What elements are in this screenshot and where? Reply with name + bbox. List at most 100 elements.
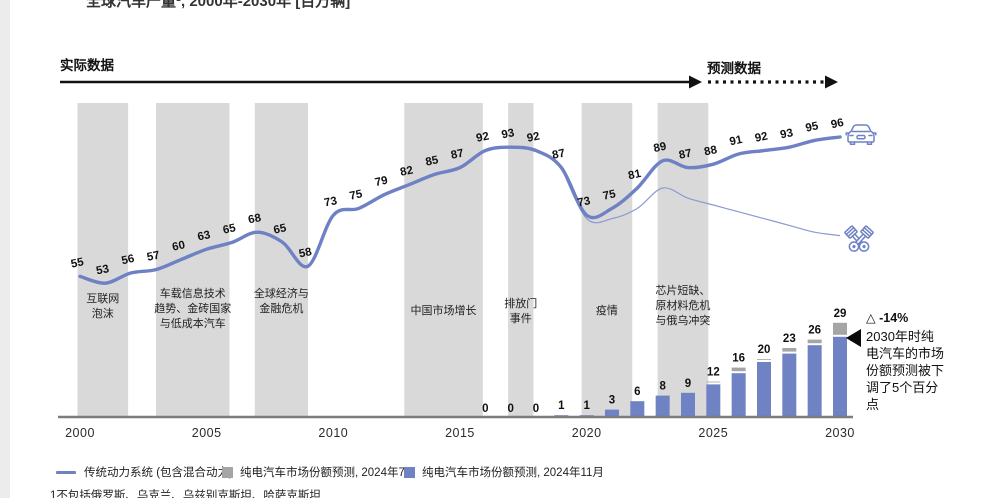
bar-value-label: 9 [685,378,691,390]
line-value-label: 88 [703,144,719,159]
traditional-powertrain-line [560,167,841,237]
bev-bar-july-cap [807,339,822,344]
line-value-label: 55 [70,256,86,271]
line-value-label: 68 [247,212,263,227]
bev-bar [832,336,847,418]
bev-bar [655,395,670,418]
legend-item-november-forecast: 纯电汽车市场份额预测, 2024年11月 [404,464,604,480]
bar-value-label: 3 [609,395,615,407]
legend-item-july-forecast: 纯电汽车市场份额预测, 2024年7月 [222,464,416,480]
x-tick-label: 2015 [445,426,475,440]
line-value-label: 53 [95,263,110,277]
x-tick-label: 2020 [572,426,602,440]
event-annotation: 全球经济与金融危机 [254,286,309,315]
bev-bar [782,353,797,418]
bar-value-label: 20 [758,344,771,356]
line-value-label: 65 [273,222,289,237]
line-value-label: 63 [197,229,212,243]
line-value-label: 73 [323,195,338,209]
line-value-label: 75 [349,188,365,203]
line-value-label: 87 [450,147,465,161]
bev-bar-july-cap [756,359,771,360]
actual-data-arrow [60,75,702,89]
line-value-label: 92 [526,130,541,144]
x-tick-label: 2030 [825,426,855,440]
line-value-label: 93 [779,127,794,141]
pistons-icon [844,225,874,252]
bar-value-label: 1 [558,400,565,412]
legend-item-traditional: 传统动力系统 (包含混合动力) [56,464,233,480]
bar-value-label: 12 [707,367,720,379]
x-tick-label: 2005 [192,426,222,440]
legend-label: 纯电汽车市场份额预测, 2024年7月 [240,467,417,479]
forecast-revision-note: △ -14% 2030年时纯电汽车的市场份额预测被下调了5个百分点 [866,310,946,413]
note-pointer-icon [846,329,861,347]
bar-value-label: 0 [482,403,488,415]
footnote: 1不包括俄罗斯、乌克兰、乌兹别克斯坦、哈萨克斯坦 [50,490,321,498]
line-value-label: 96 [830,117,845,131]
page-title: 全球汽车产量¹, 2000年-2030年 [百万辆] [86,0,351,10]
line-value-label: 81 [627,168,643,183]
legend-label: 纯电汽车市场份额预测, 2024年11月 [422,467,604,479]
actual-data-label: 实际数据 [60,58,114,73]
bev-bar [630,401,645,418]
x-tick-label: 2010 [318,426,348,440]
line-value-label: 75 [602,188,618,203]
gray-square-swatch [222,466,233,478]
legend-label: 传统动力系统 (包含混合动力) [84,467,233,479]
bev-bar [680,392,695,418]
event-annotation: 芯片短缺、原材料危机与俄乌冲突 [655,283,710,327]
event-band [404,103,483,417]
line-value-label: 65 [222,222,238,237]
bev-bar-july-cap [832,322,847,335]
line-swatch [56,470,76,474]
bar-value-label: 29 [834,308,847,320]
event-annotation: 车载信息技术趋势、金砖国家与低成本汽车 [154,286,231,330]
line-value-label: 73 [577,195,592,209]
line-value-label: 87 [551,147,566,161]
event-band [657,103,709,417]
bev-bar-july-cap [782,348,797,352]
total-production-line [78,135,842,285]
event-annotation: 互联网泡沫 [86,292,119,320]
bev-bar [756,362,771,418]
event-annotation: 疫情 [596,303,618,317]
bar-value-label: 0 [507,403,513,415]
bar-value-label: 6 [634,386,640,398]
line-value-label: 89 [653,141,668,155]
event-band [254,103,308,417]
line-value-label: 93 [501,127,516,141]
bar-value-label: 1 [583,400,590,412]
bev-bar-july-cap [731,367,746,372]
bev-bar [706,384,721,418]
bar-value-label: 0 [533,403,539,415]
page-edge-strip [0,0,10,498]
x-tick-label: 2025 [698,426,728,440]
line-value-label: 79 [374,175,389,189]
delta-percentage: △ -14% [866,311,909,325]
bev-bar [604,409,619,418]
line-value-label: 57 [146,249,161,263]
forecast-data-arrow [708,75,838,89]
line-value-label: 92 [475,130,490,144]
event-annotation: 排放门事件 [504,296,537,325]
car-icon [845,124,877,145]
bar-value-label: 26 [808,325,821,337]
note-text: 2030年时纯电汽车的市场份额预测被下调了5个百分点 [866,329,945,412]
line-value-label: 87 [678,147,693,161]
x-tick-label: 2000 [65,426,95,440]
bev-bar [731,373,746,418]
line-value-label: 95 [805,120,821,135]
forecast-data-label: 预测数据 [707,61,761,76]
line-value-label: 92 [754,130,769,144]
event-band [155,103,230,417]
bar-value-label: 16 [732,353,745,365]
bev-bar-july-cap [706,381,721,383]
bar-value-label: 23 [783,333,796,345]
event-band [77,103,129,417]
line-value-label: 85 [425,154,441,169]
line-value-label: 91 [729,134,745,149]
bar-value-label: 8 [659,381,666,393]
